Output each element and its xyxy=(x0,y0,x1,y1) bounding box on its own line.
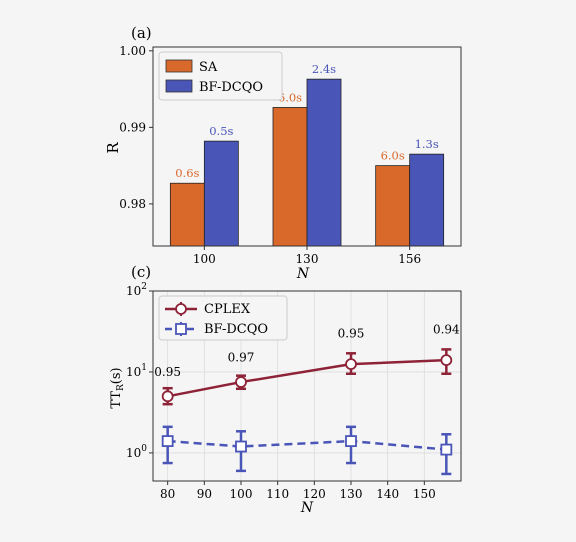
point-cplex-156 xyxy=(440,354,453,367)
panel-a-label: (a) xyxy=(131,24,152,42)
panel-c-legend: CPLEX BF-DCQO xyxy=(158,295,288,341)
x-tick-label-100: 100 xyxy=(230,487,253,501)
x-tick-label-130: 130 xyxy=(340,487,363,501)
point-bf-dcqo-130 xyxy=(345,435,357,447)
point-cplex-130 xyxy=(345,358,357,371)
panel-c-label: (c) xyxy=(131,263,151,281)
legend-label-bf-dcqo: BF-DCQO xyxy=(204,322,268,337)
y-tick-exponent-1: 0 xyxy=(141,444,147,454)
bar-label-sa-100: 0.6s xyxy=(175,166,199,180)
panel-a-x-axis-label: N xyxy=(296,266,310,282)
y-tick-label-0.98: 0.98 xyxy=(119,197,146,211)
bar-label-bf-dcqo-156: 1.3s xyxy=(415,137,439,151)
x-tick-label-110: 110 xyxy=(266,487,289,501)
y-tick-exponent-100: 2 xyxy=(141,282,147,292)
annotation-156: 0.94 xyxy=(433,322,460,336)
panel-a-y-ticks: 0.98 0.99 1.00 xyxy=(119,44,153,211)
panel-c-y-axis-unit: (s) xyxy=(109,367,124,384)
y-tick-base-10: 10 xyxy=(126,365,141,379)
panel-a-x-ticks: 100 130 156 xyxy=(193,246,421,266)
x-tick-label-100: 100 xyxy=(193,252,216,266)
y-tick-label-1: 1.00 xyxy=(119,44,146,58)
panel-a-bar-labels: 0.6s 0.5s 6.0s 2.4s 6.0s 1.3s xyxy=(175,62,439,180)
panel-a-legend-label-sa: SA xyxy=(199,60,218,75)
bar-bf-dcqo-130 xyxy=(306,78,342,247)
legend-marker-cplex xyxy=(175,303,187,315)
annotation-100: 0.97 xyxy=(228,351,255,365)
panel-c-x-ticks: 80 90 100 110 120 130 140 150 xyxy=(160,481,436,501)
panel-c-series xyxy=(161,348,453,476)
y-tick-label-100: 102 xyxy=(126,282,147,298)
panel-a-legend-swatch-sa xyxy=(165,59,193,73)
panel-a-legend-swatch-bf-dcqo xyxy=(165,79,193,93)
annotation-130: 0.95 xyxy=(338,326,365,340)
bar-bf-dcqo-100 xyxy=(203,140,239,247)
panel-c-frame xyxy=(152,290,462,482)
x-tick-label-120: 120 xyxy=(303,487,326,501)
y-tick-label-1: 100 xyxy=(126,444,147,460)
bar-bf-dcqo-156 xyxy=(409,153,445,247)
panel-a: (a) 0.6s 0.5s 6.0s 2.4s 6.0s 1.3s 0.98 0.99 1.0… xyxy=(104,24,462,282)
panel-c-y-axis-subscript: R xyxy=(116,384,126,391)
y-tick-label-0.99: 0.99 xyxy=(119,120,146,134)
panel-c-x-axis-label: N xyxy=(300,500,314,516)
x-tick-label-90: 90 xyxy=(197,487,212,501)
bar-sa-156 xyxy=(375,165,411,247)
legend-marker-bf-dcqo xyxy=(175,323,187,335)
panel-a-y-axis-label: R xyxy=(104,142,122,154)
x-tick-label-80: 80 xyxy=(160,487,175,501)
bar-label-bf-dcqo-130: 2.4s xyxy=(312,62,336,76)
legend-label-cplex: CPLEX xyxy=(204,302,251,317)
panel-c-annotations: 0.95 0.97 0.95 0.94 xyxy=(154,322,460,379)
x-tick-label-140: 140 xyxy=(376,487,399,501)
point-cplex-100 xyxy=(235,376,247,388)
y-tick-exponent-10: 1 xyxy=(141,363,147,373)
y-tick-label-10: 101 xyxy=(126,363,147,379)
x-tick-label-156: 156 xyxy=(398,252,421,266)
point-bf-dcqo-100 xyxy=(235,440,247,453)
bar-label-bf-dcqo-100: 0.5s xyxy=(209,124,233,138)
y-tick-base-100: 10 xyxy=(126,284,141,298)
bar-sa-100 xyxy=(169,182,205,247)
annotation-80: 0.95 xyxy=(154,365,181,379)
panel-a-bars xyxy=(169,78,445,247)
point-cplex-80 xyxy=(161,390,174,403)
point-bf-dcqo-80 xyxy=(161,435,174,447)
bar-label-sa-156: 6.0s xyxy=(381,149,405,163)
panel-a-legend-label-bf-dcqo: BF-DCQO xyxy=(199,80,263,95)
bar-label-sa-130: 6.0s xyxy=(278,90,302,104)
x-tick-label-130: 130 xyxy=(296,252,319,266)
panel-c-y-axis-label: TTR(s) xyxy=(109,367,126,408)
series-line-cplex xyxy=(167,358,447,398)
point-bf-dcqo-156 xyxy=(440,443,453,456)
x-tick-label-150: 150 xyxy=(413,487,436,501)
y-tick-base-1: 10 xyxy=(126,446,141,460)
bar-sa-130 xyxy=(272,107,308,247)
panel-a-legend: SA BF-DCQO xyxy=(158,51,283,101)
